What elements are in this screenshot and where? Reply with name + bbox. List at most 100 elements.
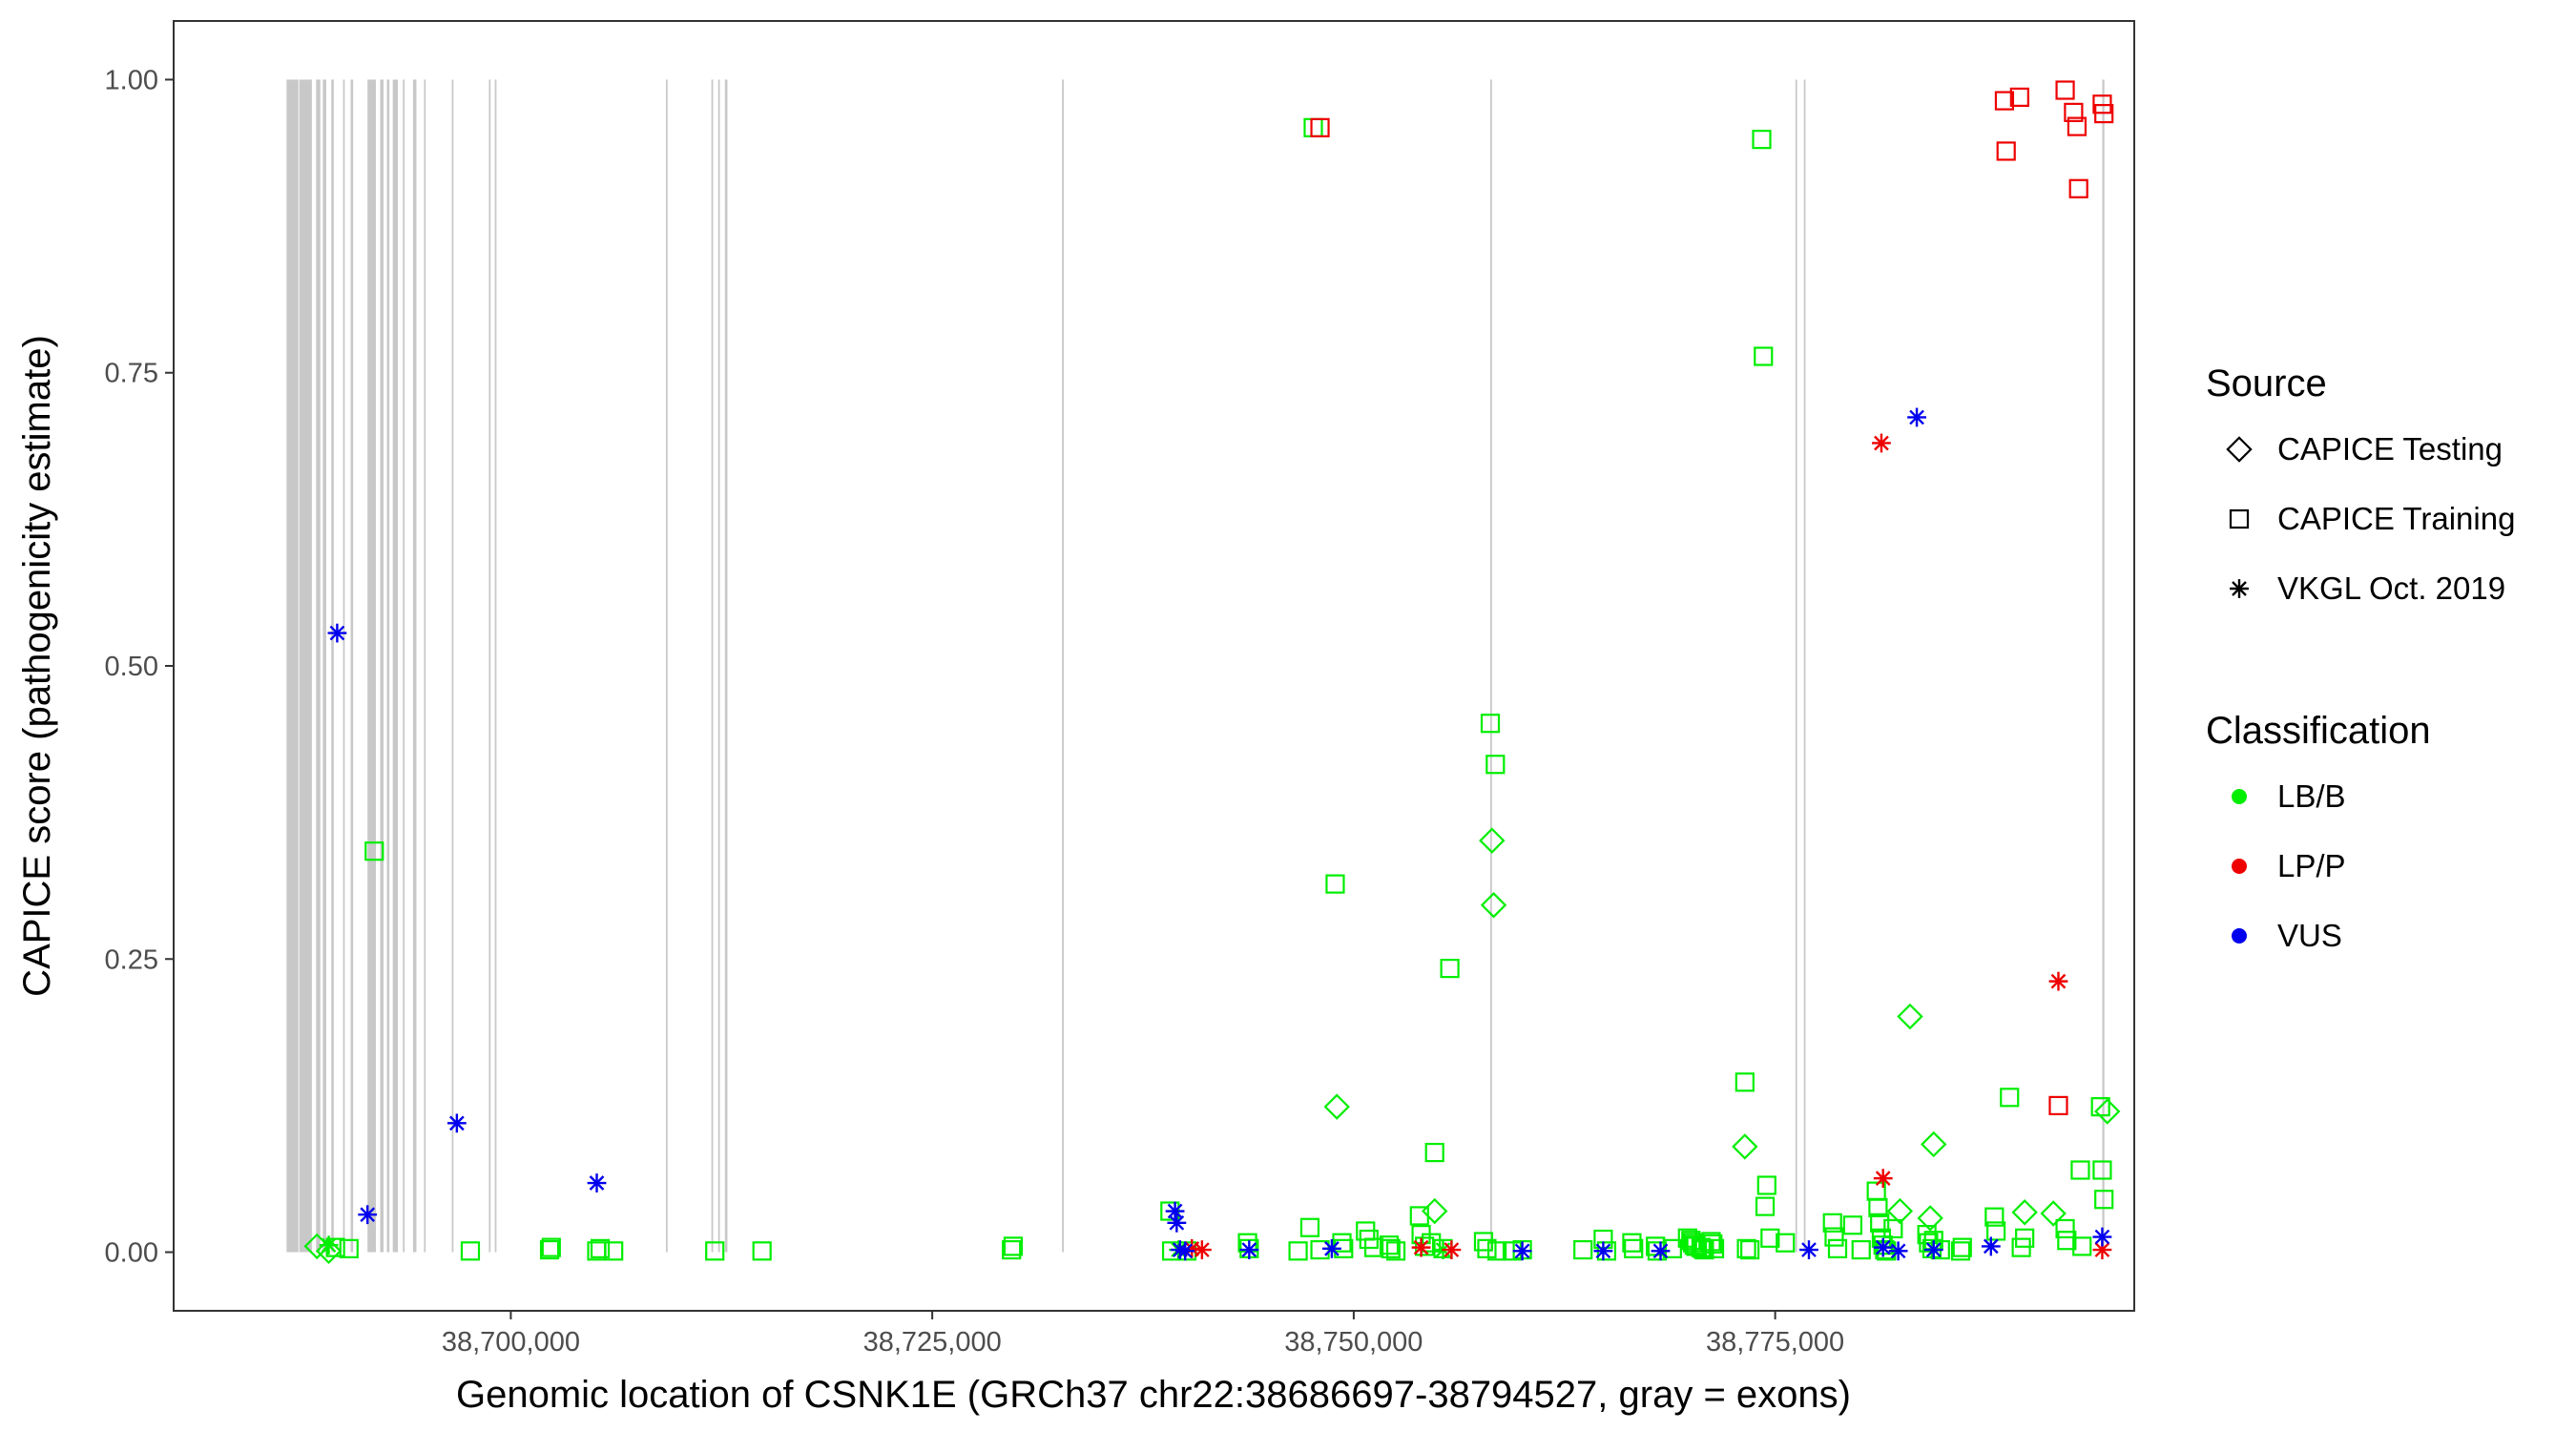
exon-band bbox=[488, 79, 491, 1253]
data-point bbox=[2011, 1199, 2038, 1226]
data-point bbox=[1424, 1142, 1444, 1163]
data-point bbox=[2064, 102, 2084, 122]
exon-band bbox=[386, 79, 390, 1253]
data-point-stroke bbox=[321, 1237, 337, 1254]
data-point bbox=[1323, 1093, 1350, 1120]
series-vkgl-oct-2019-vus bbox=[327, 407, 2112, 1261]
x-tick-label: 38,700,000 bbox=[442, 1327, 580, 1358]
data-point bbox=[1921, 1130, 1947, 1158]
data-point bbox=[1175, 1241, 1195, 1261]
data-point bbox=[319, 1235, 339, 1255]
data-point-stroke bbox=[1890, 1243, 1906, 1259]
data-point-stroke bbox=[1925, 1242, 1942, 1257]
data-point bbox=[1411, 1237, 1431, 1257]
exon-band bbox=[711, 79, 714, 1253]
x-tick-label: 38,750,000 bbox=[1284, 1327, 1423, 1358]
data-point bbox=[1872, 433, 1891, 453]
data-point bbox=[1479, 827, 1506, 854]
data-point bbox=[1593, 1241, 1613, 1261]
data-point bbox=[2015, 1228, 2035, 1248]
data-point-stroke bbox=[2050, 973, 2067, 989]
data-point bbox=[1486, 1241, 1507, 1261]
data-point bbox=[1480, 892, 1507, 919]
point-layer bbox=[303, 80, 2121, 1265]
exon-band bbox=[494, 79, 497, 1253]
data-point bbox=[1897, 1003, 1923, 1030]
exon-band bbox=[451, 79, 454, 1253]
data-point bbox=[1703, 1234, 1723, 1255]
data-point-stroke bbox=[449, 1115, 465, 1131]
data-point bbox=[1799, 1240, 1818, 1259]
exon-band bbox=[367, 79, 377, 1253]
data-point-stroke bbox=[329, 625, 345, 641]
exon-band bbox=[665, 79, 668, 1253]
data-point bbox=[1917, 1205, 1943, 1232]
data-point bbox=[1165, 1201, 1185, 1221]
data-point bbox=[1624, 1238, 1644, 1258]
data-point bbox=[1480, 714, 1501, 734]
y-tick-label: 0.50 bbox=[105, 652, 158, 682]
data-point bbox=[1651, 1241, 1671, 1261]
exon-band bbox=[350, 79, 354, 1253]
data-point bbox=[1981, 1236, 2001, 1256]
data-point-stroke bbox=[1595, 1243, 1611, 1259]
data-point-stroke bbox=[1177, 1243, 1194, 1259]
data-point bbox=[2094, 103, 2114, 124]
exon-band bbox=[331, 79, 334, 1253]
exon-band bbox=[1795, 79, 1797, 1253]
data-point bbox=[590, 1238, 611, 1258]
data-point bbox=[1379, 1235, 1400, 1255]
legend-class-key bbox=[2232, 928, 2247, 944]
exon-band bbox=[343, 79, 345, 1253]
data-point-stroke bbox=[1241, 1242, 1257, 1257]
data-point-stroke bbox=[2094, 1242, 2110, 1257]
data-point bbox=[1325, 874, 1345, 894]
data-point bbox=[1824, 1227, 1844, 1247]
data-point bbox=[1868, 1197, 1888, 1217]
data-point bbox=[339, 1238, 359, 1258]
data-point bbox=[447, 1113, 467, 1133]
x-tick-label: 38,725,000 bbox=[863, 1327, 1002, 1358]
data-point bbox=[1322, 1238, 1341, 1258]
data-point bbox=[1851, 1239, 1871, 1260]
data-point-stroke bbox=[1324, 1241, 1340, 1256]
data-point bbox=[1827, 1238, 1848, 1258]
y-tick-label: 0.75 bbox=[105, 359, 158, 389]
data-point bbox=[1512, 1241, 1532, 1261]
exon-band bbox=[403, 79, 405, 1253]
exon-band bbox=[299, 79, 312, 1253]
exon-band bbox=[380, 79, 384, 1253]
data-point bbox=[1573, 1239, 1593, 1260]
legend-source-keys bbox=[2226, 436, 2253, 598]
series-capice-training-lp-p bbox=[1310, 80, 2114, 1116]
data-point bbox=[358, 1205, 378, 1225]
exon-band bbox=[1062, 79, 1064, 1253]
data-point bbox=[1415, 1236, 1435, 1256]
data-point bbox=[1736, 1238, 1756, 1258]
data-point bbox=[1760, 1228, 1780, 1248]
data-point bbox=[1288, 1241, 1308, 1261]
data-point bbox=[1003, 1236, 1024, 1256]
data-point bbox=[1919, 1233, 1939, 1253]
data-point bbox=[1923, 1240, 1943, 1259]
data-point bbox=[1310, 1239, 1330, 1260]
data-point bbox=[1822, 1213, 1842, 1233]
legend-source-label-training: CAPICE Training bbox=[2277, 501, 2515, 536]
legend-class-label-lbb: LB/B bbox=[2277, 778, 2346, 814]
legend-class-key bbox=[2232, 859, 2247, 874]
data-point-stroke bbox=[1875, 1239, 1891, 1255]
data-point bbox=[1732, 1133, 1758, 1160]
data-point bbox=[2057, 1231, 2077, 1251]
data-point bbox=[1740, 1239, 1760, 1260]
data-point bbox=[1873, 1237, 1893, 1257]
data-point-stroke bbox=[1652, 1243, 1669, 1259]
legend-classification-title: Classification bbox=[2206, 710, 2431, 752]
x-tick-label: 38,775,000 bbox=[1706, 1327, 1844, 1358]
exon-band bbox=[2102, 79, 2105, 1253]
data-point bbox=[2048, 1095, 2068, 1116]
data-point bbox=[327, 623, 347, 643]
data-point bbox=[1332, 1233, 1352, 1253]
data-point-stroke bbox=[1444, 1242, 1460, 1257]
data-point-stroke bbox=[1983, 1238, 1999, 1255]
